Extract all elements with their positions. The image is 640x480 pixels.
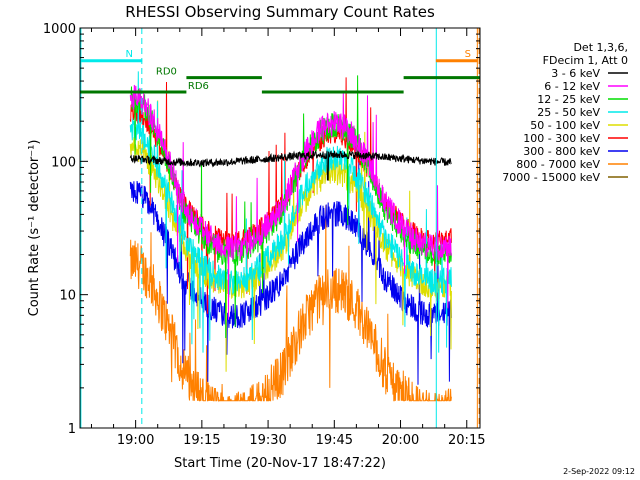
series-line-3-6-kev	[129, 150, 452, 181]
y-tick-label-1000: 1000	[43, 22, 76, 37]
axes-layer: 19:00 19:15 19:30 19:45 20:00 20:15 1 10 100 1000	[43, 22, 486, 448]
series-line-25-50-kev	[129, 71, 452, 353]
x-tick-label-19:15: 19:15	[183, 433, 220, 448]
series-line-6-12-kev	[129, 84, 452, 320]
footer-date: 2-Sep-2022 09:12	[563, 467, 635, 476]
flag-label-n: N	[126, 49, 133, 60]
x-tick-label-19:30: 19:30	[249, 433, 286, 448]
legend-label-25-50-kev: 25 - 50 keV	[537, 106, 600, 119]
legend-label-800-7000-kev: 800 - 7000 keV	[516, 158, 600, 171]
legend-label-3-6-kev: 3 - 6 keV	[551, 67, 600, 80]
flag-label-s: S	[465, 49, 471, 60]
rd-label-rd6: RD6	[188, 81, 209, 92]
series-line-300-800-kev	[129, 161, 452, 385]
x-tick-label-20:15: 20:15	[448, 433, 485, 448]
legend-label-100-300-kev: 100 - 300 keV	[523, 132, 600, 145]
y-tick-label-10: 10	[59, 289, 76, 304]
legend-header-decimation: FDecim 1, Att 0	[543, 54, 628, 67]
x-tick-label-19:45: 19:45	[316, 433, 353, 448]
y-tick-label-100: 100	[51, 155, 76, 170]
legend-header-detectors: Det 1,3,6,	[573, 41, 628, 54]
rd-label-rd0: RD0	[156, 67, 177, 78]
legend-label-50-100-kev: 50 - 100 keV	[530, 119, 600, 132]
x-axis-label: Start Time (20-Nov-17 18:47:22)	[174, 456, 386, 471]
legend-label-7000-15000-kev: 7000 - 15000 keV	[502, 171, 600, 184]
series-line-800-7000-kev	[129, 205, 452, 403]
data-layer: N S RD0 RD6	[80, 28, 480, 428]
legend-label-300-800-kev: 300 - 800 keV	[523, 145, 600, 158]
legend-label-12-25-kev: 12 - 25 keV	[537, 93, 600, 106]
y-tick-label-1: 1	[68, 422, 76, 437]
x-tick-label-20:00: 20:00	[382, 433, 419, 448]
series-line-50-100-kev	[129, 100, 452, 372]
legend-label-6-12-kev: 6 - 12 keV	[544, 80, 600, 93]
chart-title: RHESSI Observing Summary Count Rates	[125, 3, 435, 21]
y-axis-label: Count Rate (s⁻¹ detector⁻¹)	[27, 140, 42, 317]
x-tick-label-19:00: 19:00	[117, 433, 154, 448]
plot-frame	[79, 27, 481, 429]
